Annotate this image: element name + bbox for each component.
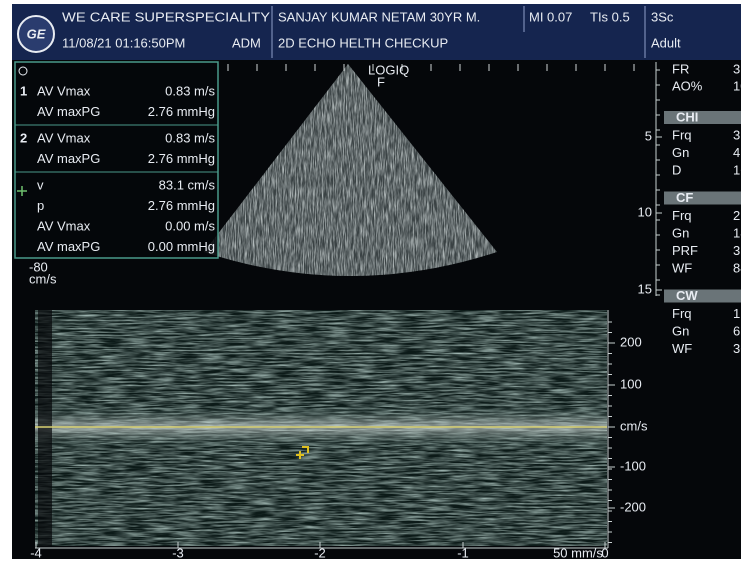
group-index: 2	[20, 130, 27, 145]
sector-image	[204, 64, 497, 276]
velocity-tick-label: cm/s	[620, 418, 648, 433]
param-value: 10	[733, 78, 741, 93]
measure-label: v	[37, 177, 44, 192]
datetime: 11/08/21 01:16:50PM	[62, 35, 185, 50]
section-title: CW	[676, 288, 698, 303]
exam: 2D ECHO HELTH CHECKUP	[278, 35, 448, 50]
sweep-speed: 50 mm/s	[553, 545, 603, 560]
param-value: 36	[733, 341, 741, 356]
param-label: FR	[672, 61, 689, 76]
time-tick-label: 0	[601, 545, 608, 560]
scale-unit: cm/s	[29, 271, 57, 286]
preset: Adult	[651, 35, 681, 50]
section-bar	[664, 289, 741, 303]
brand: LOGIQ	[368, 62, 409, 77]
param-value: 4	[733, 145, 740, 160]
param-label: D	[672, 162, 681, 177]
measure-label: AV maxPG	[37, 239, 100, 254]
section-bar	[664, 191, 741, 205]
operator: ADM	[232, 35, 261, 50]
header-bar	[12, 4, 741, 60]
velocity-tick-label: -200	[620, 499, 646, 514]
doppler-edge	[38, 310, 52, 546]
patient: SANJAY KUMAR NETAM 30YR M.	[278, 9, 480, 24]
param-value: 3	[733, 61, 740, 76]
depth-tick-label: 15	[638, 281, 652, 296]
param-value: 1	[733, 306, 740, 321]
cursor	[296, 446, 309, 459]
param-value: 6	[733, 323, 740, 338]
param-label: Gn	[672, 225, 689, 240]
section-bar	[664, 111, 741, 124]
measure-label: p	[37, 198, 44, 213]
measure-value: 0.83 m/s	[165, 130, 215, 145]
param-label: WF	[672, 341, 692, 356]
measure-label: AV maxPG	[37, 104, 100, 119]
param-value: 18	[733, 225, 741, 240]
logo	[17, 15, 55, 53]
brand-sub: F	[377, 74, 385, 89]
velocity-tick-label: -100	[620, 458, 646, 473]
marker-plus	[17, 186, 27, 196]
measure-value: 0.00 m/s	[165, 218, 215, 233]
param-label: WF	[672, 260, 692, 275]
param-label: PRF	[672, 243, 698, 258]
measure-value: 2.76 mmHg	[148, 151, 215, 166]
box-icon	[18, 66, 28, 76]
measure-value: 2.76 mmHg	[148, 104, 215, 119]
section-title: CF	[676, 190, 693, 205]
param-value: 16	[733, 162, 741, 177]
depth-tick-label: 5	[645, 128, 652, 143]
measure-value: 83.1 cm/s	[159, 177, 216, 192]
dividers	[271, 6, 646, 58]
time-tick-label: -2	[314, 545, 326, 560]
institution: WE CARE SUPERSPECIALITY	[62, 9, 270, 24]
time-tick-label: -4	[30, 545, 42, 560]
measure-value: 0.83 m/s	[165, 83, 215, 98]
group-index: 1	[20, 83, 27, 98]
depth-tick-label: 10	[638, 204, 652, 219]
param-label: Frq	[672, 208, 692, 223]
tis: TIs 0.5	[590, 9, 630, 24]
param-value: 3	[733, 243, 740, 258]
measure-label: AV Vmax	[37, 130, 91, 145]
param-label: Frq	[672, 306, 692, 321]
measure-value: 2.76 mmHg	[148, 198, 215, 213]
scale-value: -80	[29, 259, 48, 274]
param-value: 2	[733, 208, 740, 223]
measure-label: AV Vmax	[37, 83, 91, 98]
param-label: Gn	[672, 145, 689, 160]
param-value: 3	[733, 127, 740, 142]
measure-value: 0.00 mmHg	[148, 239, 215, 254]
param-label: AO%	[672, 78, 703, 93]
mi: MI 0.07	[529, 9, 572, 24]
velocity-tick-label: 200	[620, 334, 642, 349]
param-value: 84	[733, 260, 741, 275]
velocity-tick-label: 100	[620, 376, 642, 391]
logo-text: GE	[27, 26, 46, 41]
measure-label: AV maxPG	[37, 151, 100, 166]
measure-label: AV Vmax	[37, 218, 91, 233]
measurement-box	[14, 61, 219, 259]
param-label: Frq	[672, 127, 692, 142]
param-label: Gn	[672, 323, 689, 338]
time-tick-label: -1	[457, 545, 469, 560]
section-title: CHI	[676, 109, 698, 124]
probe: 3Sc	[651, 9, 674, 24]
time-tick-label: -3	[172, 545, 184, 560]
